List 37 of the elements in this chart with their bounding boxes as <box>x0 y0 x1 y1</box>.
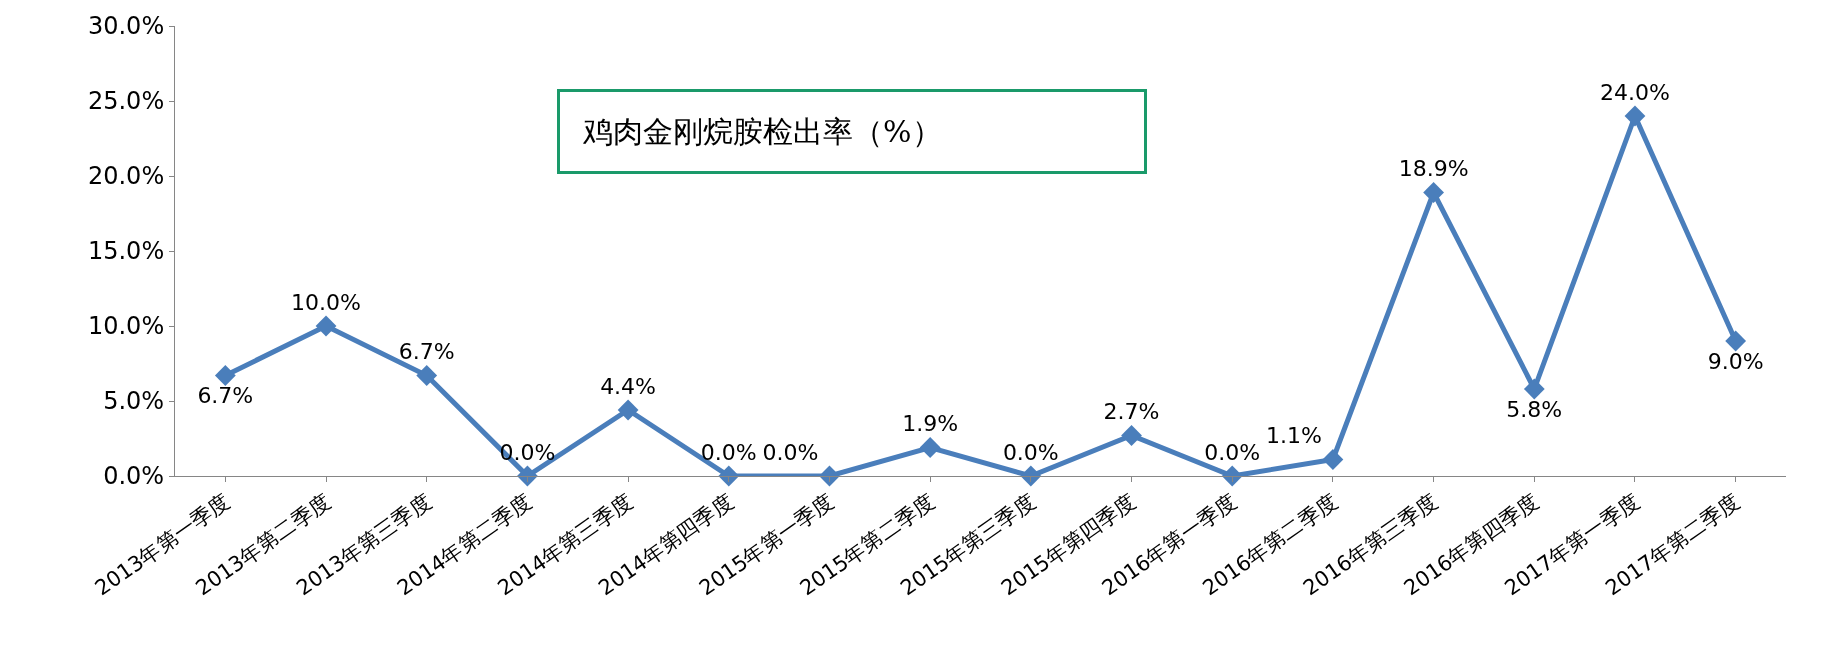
y-tick-label: 0.0% <box>103 462 165 491</box>
point <box>1624 105 1646 127</box>
point <box>1121 425 1142 446</box>
data-label: 6.7% <box>197 383 254 408</box>
data-label: 1.1% <box>1266 423 1322 448</box>
data-label: 5.8% <box>1506 396 1563 422</box>
y-tick-label: 20.0% <box>87 162 165 191</box>
data-label: 6.7% <box>398 339 455 364</box>
y-tick-label: 5.0% <box>103 387 165 416</box>
data-label: 0.0% <box>762 439 819 465</box>
y-tick-label: 15.0% <box>87 237 165 266</box>
point <box>1221 465 1243 487</box>
data-label: 2.7% <box>1103 399 1160 424</box>
data-label: 0.0% <box>700 439 757 465</box>
data-label: 9.0% <box>1707 348 1764 374</box>
y-tick-label: 10.0% <box>87 312 165 341</box>
point <box>919 437 941 458</box>
point <box>1523 378 1545 400</box>
point <box>718 465 740 487</box>
data-label: 4.4% <box>600 373 657 399</box>
point <box>416 365 438 386</box>
data-label: 1.9% <box>902 411 959 436</box>
data-label: 24.0% <box>1600 79 1670 105</box>
data-label: 10.0% <box>291 289 361 315</box>
data-label: 0.0% <box>1002 439 1059 465</box>
point <box>1725 330 1747 352</box>
point <box>1020 465 1042 487</box>
data-label: 0.0% <box>1204 439 1261 465</box>
point <box>1423 182 1444 203</box>
point <box>214 365 236 386</box>
y-tick-label: 25.0% <box>87 87 165 116</box>
text: 鸡肉金刚烷胺检出率（%） <box>582 114 942 149</box>
y-tick-label: 30.0% <box>87 12 165 41</box>
point <box>617 399 639 421</box>
point <box>1322 449 1344 470</box>
data-label: 18.9% <box>1398 156 1469 181</box>
point <box>315 315 337 337</box>
